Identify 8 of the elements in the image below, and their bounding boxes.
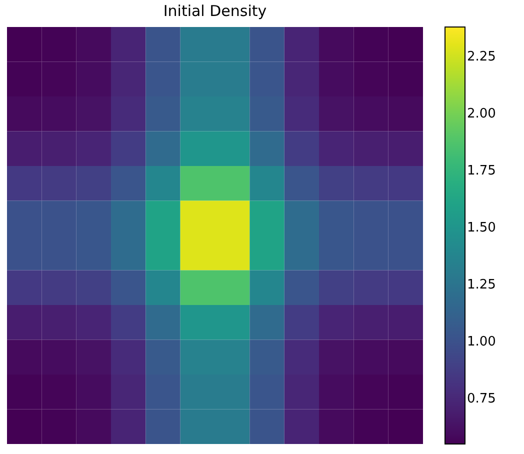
color-bar-label: 1.75 <box>467 164 496 179</box>
color-bar-label: 2.00 <box>467 106 496 122</box>
color-bar-label: 2.25 <box>467 50 496 65</box>
color-bar-label: 0.75 <box>467 391 496 406</box>
color-bar-label: 1.50 <box>467 220 496 236</box>
color-bar-label: 1.25 <box>467 277 496 292</box>
chart-title: Initial Density <box>163 2 267 20</box>
color-bar-label: 1.00 <box>467 334 496 350</box>
